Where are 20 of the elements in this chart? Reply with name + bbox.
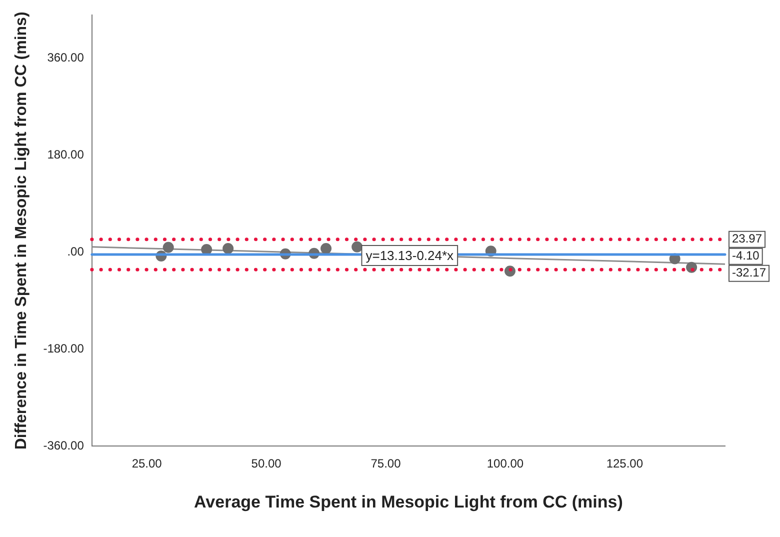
y-axis-title: Difference in Time Spent in Mesopic Light from CC (mins) <box>13 12 30 450</box>
ref-line-label: -4.10 <box>732 248 760 263</box>
x-axis-title: Average Time Spent in Mesopic Light from CC (mins) <box>194 492 623 512</box>
x-tick-label: 75.00 <box>370 456 402 471</box>
annotation: y=13.13-0.24*x <box>366 248 454 264</box>
point <box>222 242 234 254</box>
y-tick-label: -180.00 <box>43 342 84 356</box>
ref-line-label: 23.97 <box>732 232 762 246</box>
x-tick-label: 100.00 <box>486 456 524 471</box>
x-tick-label: 125.00 <box>606 456 644 471</box>
point <box>320 242 332 254</box>
y-tick-label: 180.00 <box>47 148 84 162</box>
y-tick-label: .00 <box>67 244 84 259</box>
y-tick-label: -360.00 <box>43 438 84 453</box>
point <box>352 241 363 252</box>
ref-line-label: -32.17 <box>732 266 766 280</box>
x-tick-label: 25.00 <box>132 456 162 471</box>
x-tick-label: 50.00 <box>251 456 282 471</box>
point <box>162 242 174 253</box>
y-tick-label: 360.00 <box>47 50 84 65</box>
